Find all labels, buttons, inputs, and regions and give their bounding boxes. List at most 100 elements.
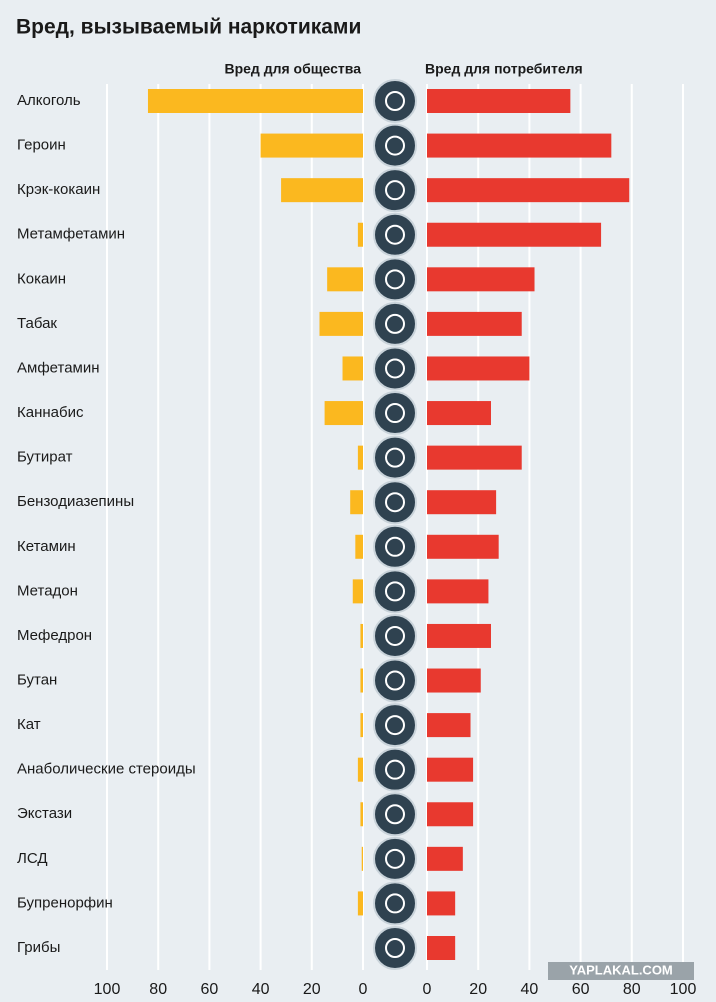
x-tick-label: 60 bbox=[201, 981, 219, 998]
icon-glyph bbox=[385, 135, 405, 156]
icon-glyph bbox=[385, 759, 405, 780]
bar bbox=[355, 534, 363, 559]
bar bbox=[342, 356, 363, 381]
bar bbox=[281, 178, 363, 203]
category-label: Анаболические стероиды bbox=[17, 761, 196, 778]
bar bbox=[427, 668, 481, 693]
icon-glyph bbox=[385, 180, 405, 201]
bar bbox=[427, 534, 499, 559]
category-label: Кат bbox=[17, 716, 41, 733]
bar bbox=[427, 311, 522, 336]
bar bbox=[357, 891, 363, 916]
category-label: Бензодиазепины bbox=[17, 493, 134, 510]
bar bbox=[350, 490, 363, 515]
bar bbox=[352, 579, 363, 604]
x-tick-label: 20 bbox=[303, 981, 321, 998]
category-label: Бупренорфин bbox=[17, 894, 113, 911]
category-label: Бутан bbox=[17, 671, 57, 688]
bar bbox=[324, 401, 363, 426]
icon-glyph bbox=[385, 313, 405, 334]
category-label: Героин bbox=[17, 137, 66, 154]
category-label: Табак bbox=[17, 315, 57, 332]
watermark: YAPLAKAL.COM bbox=[569, 962, 673, 977]
icon-glyph bbox=[385, 269, 405, 290]
category-label: Амфетамин bbox=[17, 359, 100, 376]
icon-circle bbox=[373, 301, 417, 346]
bar bbox=[427, 579, 489, 604]
x-tick-label: 20 bbox=[469, 981, 487, 998]
x-tick-label: 0 bbox=[359, 981, 368, 998]
bar bbox=[427, 445, 522, 470]
bar bbox=[427, 757, 474, 782]
icon-glyph bbox=[385, 403, 405, 424]
chart-title: Вред, вызываемый наркотиками bbox=[16, 16, 361, 39]
bar bbox=[427, 178, 630, 203]
icon-circle bbox=[373, 881, 417, 926]
icon-circle bbox=[373, 792, 417, 837]
x-tick-label: 80 bbox=[149, 981, 167, 998]
icon-circle bbox=[373, 480, 417, 525]
icon-circle bbox=[373, 658, 417, 703]
icon-glyph bbox=[385, 804, 405, 825]
icon-glyph bbox=[385, 893, 405, 914]
bar bbox=[357, 445, 363, 470]
icon-circle bbox=[373, 257, 417, 302]
x-tick-label: 80 bbox=[623, 981, 641, 998]
bar bbox=[361, 846, 363, 871]
category-label: Каннабис bbox=[17, 404, 84, 421]
x-tick-label: 100 bbox=[670, 981, 697, 998]
x-tick-label: 60 bbox=[572, 981, 590, 998]
icon-circle bbox=[373, 703, 417, 748]
bar bbox=[427, 401, 491, 426]
category-label: Крэк-кокаин bbox=[17, 181, 100, 198]
bar bbox=[427, 89, 571, 113]
icon-glyph bbox=[385, 848, 405, 869]
icon-circle bbox=[373, 836, 417, 881]
category-label: Метамфетамин bbox=[17, 226, 125, 243]
icon-glyph bbox=[385, 492, 405, 513]
icon-circle bbox=[373, 435, 417, 480]
icon-circle bbox=[373, 168, 417, 213]
icon-glyph bbox=[385, 625, 405, 646]
icon-glyph bbox=[385, 91, 405, 111]
icon-glyph bbox=[385, 224, 405, 245]
bar bbox=[427, 356, 530, 381]
icon-glyph bbox=[385, 715, 405, 736]
icon-circle bbox=[373, 569, 417, 614]
bar bbox=[357, 222, 363, 247]
bar bbox=[427, 222, 602, 247]
x-tick-label: 100 bbox=[94, 981, 121, 998]
x-tick-label: 40 bbox=[252, 981, 270, 998]
watermark-box bbox=[548, 962, 694, 980]
icon-circle bbox=[373, 123, 417, 168]
icon-circle bbox=[373, 524, 417, 569]
bar bbox=[427, 891, 456, 916]
category-label: Кетамин bbox=[17, 538, 76, 555]
category-label: Бутират bbox=[17, 449, 73, 466]
bar bbox=[360, 713, 363, 738]
legend-label: Вред для потребителя bbox=[425, 61, 583, 77]
bar bbox=[319, 311, 363, 336]
icon-glyph bbox=[385, 670, 405, 691]
bar bbox=[357, 757, 363, 782]
marks bbox=[147, 89, 630, 960]
icon-glyph bbox=[385, 938, 405, 958]
x-tick-label: 0 bbox=[423, 981, 432, 998]
bar bbox=[427, 490, 497, 515]
bar bbox=[427, 623, 491, 648]
icon-glyph bbox=[385, 536, 405, 557]
icon-circle bbox=[373, 926, 417, 970]
icon-circle bbox=[373, 79, 417, 123]
icon-circle bbox=[373, 346, 417, 391]
bar bbox=[427, 267, 535, 292]
bar bbox=[360, 623, 363, 648]
bar bbox=[147, 89, 363, 113]
x-tick-label: 40 bbox=[521, 981, 539, 998]
bar bbox=[327, 267, 363, 292]
bar bbox=[427, 133, 612, 158]
bar bbox=[427, 936, 456, 960]
icon-circle bbox=[373, 613, 417, 658]
icon-circle bbox=[373, 212, 417, 257]
category-label: Метадон bbox=[17, 582, 78, 599]
